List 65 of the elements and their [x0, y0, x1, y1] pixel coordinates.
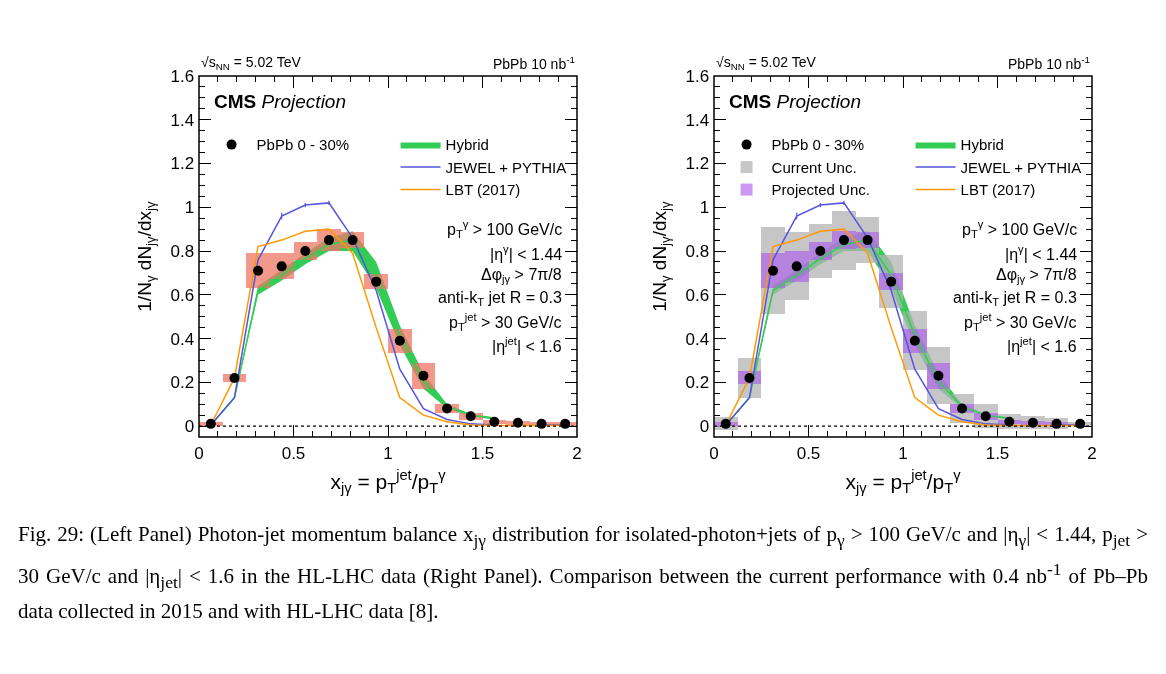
annotation: anti-k$_{T}$ jet R = 0.3: [438, 289, 562, 309]
x-tick-label: 1: [383, 443, 393, 463]
legend-label: PbPb 0 - 30%: [771, 136, 865, 154]
x-tick-label: 2: [1087, 443, 1097, 463]
annotation: |η$^{γ}$| < 1.44: [490, 243, 563, 263]
x-tick-label: 1.5: [470, 443, 495, 463]
y-tick-label: 1: [699, 198, 710, 218]
y-tick-label: 0: [699, 417, 710, 437]
legend-label: Current Unc.: [771, 158, 857, 176]
legend-label: Hybrid: [960, 136, 1004, 154]
y-tick-label: 1.2: [170, 154, 195, 174]
point: [442, 403, 453, 414]
y-tick-label: 0.8: [685, 241, 710, 261]
y-tick-label: 0.8: [170, 241, 195, 261]
legend-label: Hybrid: [445, 136, 489, 154]
y-tick-label: 1.4: [170, 110, 195, 130]
y-tick-label: 0.2: [685, 373, 710, 393]
y-tick-label: 1.6: [170, 66, 195, 86]
x-tick-label: 0.5: [281, 443, 306, 463]
y-tick-label: 1.2: [685, 154, 710, 174]
annotation: p$_{T}$$^{jet}$ > 30 GeV/c: [449, 311, 562, 334]
annotation: Δφ$_{jγ}$ > 7π/8: [996, 266, 1077, 286]
x-tick-label: 1.5: [985, 443, 1010, 463]
point: [1075, 418, 1086, 429]
point: [229, 372, 240, 383]
legend-label: LBT (2017): [445, 181, 521, 199]
y-tick-label: 1.6: [685, 66, 710, 86]
y-tick-label: 0.6: [685, 285, 710, 305]
point: [489, 416, 500, 427]
y-tick-label: 1: [184, 198, 195, 218]
annotation: p$_{T}$$^{γ}$ > 100 GeV/c: [447, 218, 563, 241]
text: PbPb 10 nb$^{-1}$: [1008, 54, 1090, 72]
point: [536, 418, 547, 429]
legend-label: LBT (2017): [960, 181, 1036, 199]
annotation: anti-k$_{T}$ jet R = 0.3: [953, 289, 1077, 309]
point: [465, 411, 476, 422]
annotation: |η$^{jet}$| < 1.6: [492, 335, 562, 355]
legend-label: JEWEL + PYTHIA: [960, 158, 1082, 176]
annotation: Δφ$_{jγ}$ > 7π/8: [481, 266, 562, 286]
annotation: CMS Projection: [729, 91, 862, 112]
y-tick-label: 0: [184, 417, 195, 437]
annotation: CMS Projection: [214, 91, 347, 112]
y-tick-label: 0.4: [170, 329, 195, 349]
point: [1051, 418, 1062, 429]
y-tick-label: 0.4: [685, 329, 710, 349]
annotation: p$_{T}$$^{jet}$ > 30 GeV/c: [964, 311, 1077, 334]
x-tick-label: 0.5: [796, 443, 821, 463]
annotation: |η$^{γ}$| < 1.44: [1005, 243, 1078, 263]
x-tick-label: 1: [898, 443, 908, 463]
y-tick-label: 0.6: [170, 285, 195, 305]
point: [205, 418, 216, 429]
y-tick-label: 0.2: [170, 373, 195, 393]
annotation: |η$^{jet}$| < 1.6: [1007, 335, 1077, 355]
legend-label: JEWEL + PYTHIA: [445, 158, 567, 176]
legend-label: PbPb 0 - 30%: [256, 136, 350, 154]
text: √s$_{NN}$ = 5.02 TeV: [716, 54, 817, 72]
point: [512, 417, 523, 428]
text: PbPb 10 nb$^{-1}$: [493, 54, 575, 72]
text: √s$_{NN}$ = 5.02 TeV: [201, 54, 302, 72]
text: Fig. 29: (Left Panel) Photon-jet momentum balance x$_{jγ}$ distribution for isolated-photon+jets of p$_{γ}$ > 100 GeV/c and |η$_{γ}$| < 1.44, p$_{jet}$ > 30 GeV/c and |η$_{jet}$| < 1.6 in the HL-LHC data (Right Panel). Comparison between the current performance with 0.4 nb$^{-1}$ of Pb–Pb data collected in 2015 and with HL-LHC data [8].: [18, 522, 1148, 624]
point: [560, 418, 571, 429]
legend-label: Projected Unc.: [771, 181, 870, 199]
x-tick-label: 2: [572, 443, 582, 463]
annotation: p$_{T}$$^{γ}$ > 100 GeV/c: [962, 218, 1078, 241]
y-tick-label: 1.4: [685, 110, 710, 130]
